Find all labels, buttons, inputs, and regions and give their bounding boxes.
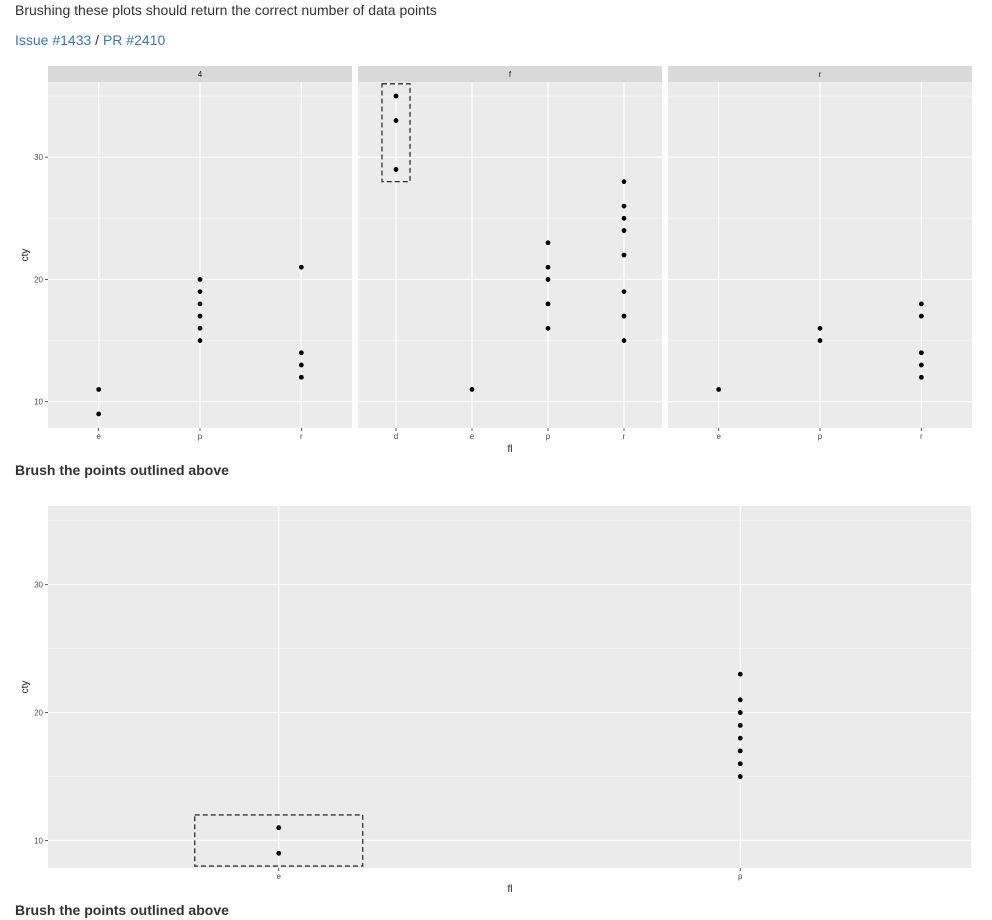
data-point [545, 240, 551, 246]
y-tick-label: 10 [34, 398, 43, 407]
data-point [197, 313, 203, 319]
brush-outline [381, 83, 411, 183]
data-point [197, 289, 203, 295]
data-point [197, 325, 203, 331]
x-tick-label: p [818, 432, 823, 441]
data-point [737, 748, 743, 754]
instruction-1: Brush the points outlined above [15, 462, 229, 478]
data-point [737, 710, 743, 715]
data-point [737, 671, 743, 677]
y-axis-title: cty [20, 249, 31, 262]
data-point [545, 325, 551, 331]
facet-strip [358, 66, 662, 82]
facet-strip [668, 66, 972, 82]
data-point [817, 325, 823, 331]
x-tick-label: r [920, 432, 923, 441]
data-point [621, 179, 627, 185]
x-tick-label: r [300, 432, 303, 441]
data-point [197, 301, 203, 307]
y-tick-label: 30 [34, 581, 43, 590]
data-point [918, 362, 924, 368]
data-point [197, 277, 203, 282]
x-tick-label: e [716, 432, 721, 441]
x-tick-label: d [394, 432, 398, 441]
x-axis-title: fl [508, 884, 513, 895]
y-tick-label: 10 [34, 836, 43, 845]
data-point [298, 362, 304, 368]
data-point [716, 387, 722, 392]
data-point [621, 313, 627, 319]
brush-outline [194, 814, 364, 867]
data-point [298, 264, 304, 270]
x-tick-label: r [623, 432, 626, 441]
data-point [737, 761, 743, 767]
data-point [298, 374, 304, 380]
panel-background [358, 82, 662, 428]
data-point [918, 350, 924, 356]
issue-link[interactable]: Issue #1433 [15, 32, 92, 48]
data-point [393, 93, 399, 99]
facet-strip [48, 66, 352, 82]
data-point [817, 338, 823, 343]
data-point [621, 203, 627, 209]
data-point [737, 735, 743, 741]
data-point [621, 228, 627, 233]
faceted-scatter-plot[interactable]: 4 e p r 10 20 30 f d e p r r e p r fl cty [0, 60, 992, 460]
data-point [545, 264, 551, 270]
data-point [621, 289, 627, 295]
data-point [276, 850, 282, 856]
x-tick-label: p [546, 432, 551, 441]
data-point [96, 411, 102, 417]
data-point [918, 301, 924, 307]
data-point [918, 313, 924, 319]
data-point [276, 825, 282, 831]
single-scatter-plot[interactable]: e p 10 20 30 fl cty [0, 500, 992, 900]
data-point [737, 697, 743, 703]
x-tick-label: e [470, 432, 475, 441]
data-point [393, 118, 399, 123]
y-tick-label: 20 [34, 709, 43, 718]
data-point [545, 301, 551, 307]
panel-background [48, 506, 971, 868]
x-tick-label: e [96, 432, 101, 441]
data-point [621, 338, 627, 343]
data-point [621, 252, 627, 258]
y-tick-label: 30 [34, 153, 43, 162]
x-tick-label: e [277, 872, 282, 881]
data-point [621, 215, 627, 221]
data-point [737, 722, 743, 728]
y-axis-title: cty [20, 681, 31, 694]
link-separator: / [91, 32, 103, 48]
x-tick-label: p [738, 872, 743, 881]
issue-links: Issue #1433 / PR #2410 [15, 32, 165, 48]
facet-strip-label: 4 [198, 70, 203, 79]
data-point [918, 374, 924, 380]
data-point [298, 350, 304, 356]
facet-strip-label: f [509, 70, 512, 79]
data-point [545, 277, 551, 282]
x-tick-label: p [198, 432, 203, 441]
facet-strip-label: r [819, 70, 822, 79]
data-point [737, 774, 743, 779]
x-axis-title: fl [508, 444, 513, 455]
y-tick-label: 20 [34, 275, 43, 284]
data-point [197, 338, 203, 343]
data-point [393, 167, 399, 172]
page-heading: Brushing these plots should return the c… [15, 2, 437, 18]
data-point [469, 387, 475, 392]
pr-link[interactable]: PR #2410 [102, 32, 166, 48]
instruction-2: Brush the points outlined above [15, 902, 229, 918]
data-point [96, 387, 102, 392]
